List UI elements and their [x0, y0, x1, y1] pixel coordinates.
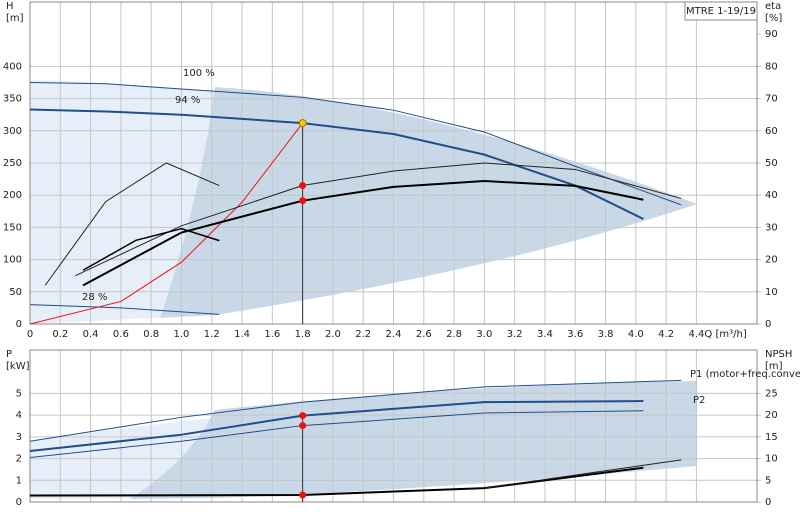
- y-tick-label: 5: [16, 388, 22, 399]
- operating-point: [299, 491, 307, 499]
- x-tick-label: 2.2: [355, 329, 371, 340]
- curve: [29, 304, 220, 315]
- plot-layer: 0 0.2 0.4 0.6 0.8 1.0 1.2 1.4 1.6 1.8 2.0 2.2 2.4 2.6…: [3, 1, 800, 508]
- operating-point: [299, 412, 307, 420]
- annotation: 28 %: [82, 292, 107, 303]
- curve: [82, 180, 644, 287]
- y-tick-label: 4: [16, 410, 22, 421]
- curve: [29, 108, 644, 220]
- y2-tick-label: 50: [765, 158, 778, 169]
- y2-tick-label: 5: [765, 475, 771, 486]
- y-tick-label: 2: [16, 454, 22, 465]
- y2-axis-label: eta: [765, 1, 781, 12]
- x-tick-label: 2.0: [325, 329, 341, 340]
- x-tick-label: 0.8: [143, 329, 159, 340]
- x-tick-label: 3.0: [476, 329, 492, 340]
- curve: [484, 459, 682, 489]
- y2-tick-label: 0: [765, 319, 771, 330]
- y2-axis-label: [m]: [765, 361, 783, 372]
- y2-axis-label: [%]: [765, 13, 782, 24]
- x-tick-label: 1.0: [174, 329, 190, 340]
- curve: [29, 466, 644, 497]
- x-tick-label: 2.6: [416, 329, 432, 340]
- plot-frame: [29, 1, 758, 325]
- y-axis-label: [m]: [6, 13, 24, 24]
- y-tick-label: 200: [3, 190, 22, 201]
- operating-point: [299, 182, 307, 190]
- x-tick-label: 0.2: [52, 329, 68, 340]
- y2-tick-label: 70: [765, 94, 778, 105]
- curve: [82, 227, 220, 271]
- operating-point: [299, 197, 307, 205]
- y-axis-label: P: [6, 349, 12, 360]
- y2-tick-label: 15: [765, 432, 778, 443]
- x-tick-label: 1.2: [204, 329, 220, 340]
- x-tick-label: 3.2: [507, 329, 523, 340]
- x-tick-label: 2.8: [446, 329, 462, 340]
- y2-tick-label: 20: [765, 410, 778, 421]
- y2-tick-label: 90: [765, 29, 778, 40]
- x-tick-label: 2.4: [386, 329, 402, 340]
- x-tick-label: 4.2: [658, 329, 674, 340]
- y-tick-label: 3: [16, 432, 22, 443]
- y2-tick-label: 0: [765, 497, 771, 508]
- x-tick-label: 3.6: [567, 329, 583, 340]
- y-tick-label: 400: [3, 61, 22, 72]
- x-tick-label: 1.8: [295, 329, 311, 340]
- y-tick-label: 1: [16, 475, 22, 486]
- annotation: P2: [693, 395, 705, 406]
- x-tick-label: 4.0: [628, 329, 644, 340]
- x-tick-label: 1.6: [264, 329, 280, 340]
- x-tick-label: 0: [27, 329, 33, 340]
- y2-tick-label: 20: [765, 255, 778, 266]
- annotation: P1 (motor+freq.converter): [690, 369, 800, 380]
- x-tick-label: 0.6: [113, 329, 129, 340]
- curve: [75, 162, 682, 277]
- annotation: 100 %: [183, 68, 215, 79]
- curve: [29, 82, 682, 206]
- x-tick-label: 3.8: [598, 329, 614, 340]
- curve: [29, 379, 682, 442]
- chart-title: MTRE 1-19/19: [686, 6, 756, 17]
- operating-point: [298, 119, 307, 128]
- y-tick-label: 0: [16, 497, 22, 508]
- y-tick-label: 250: [3, 158, 22, 169]
- y-axis-label: H: [6, 1, 14, 12]
- annotation: 94 %: [175, 95, 200, 106]
- curve: [29, 122, 304, 325]
- y-tick-label: 150: [3, 222, 22, 233]
- title-box: [684, 1, 758, 21]
- y2-tick-label: 10: [765, 454, 778, 465]
- y-tick-label: 100: [3, 255, 22, 266]
- y2-axis-label: NPSH: [765, 349, 792, 360]
- x-tick-label: 0.4: [83, 329, 99, 340]
- y2-tick-label: 40: [765, 190, 778, 201]
- x-tick-label: 3.4: [537, 329, 553, 340]
- y-tick-label: 50: [9, 287, 22, 298]
- y-tick-label: 0: [16, 319, 22, 330]
- y2-tick-label: 60: [765, 126, 778, 137]
- plot-frame: [29, 349, 758, 503]
- y-tick-label: 300: [3, 126, 22, 137]
- y2-tick-label: 25: [765, 388, 778, 399]
- x-axis-label: Q [m³/h]: [704, 329, 746, 340]
- x-tick-label: 1.4: [234, 329, 250, 340]
- y2-tick-label: 10: [765, 287, 778, 298]
- operating-point: [299, 422, 307, 430]
- y-tick-label: 350: [3, 94, 22, 105]
- y2-tick-label: 80: [765, 61, 778, 72]
- y-axis-label: [kW]: [6, 361, 30, 372]
- y2-tick-label: 30: [765, 222, 778, 233]
- x-tick-label: 4.4: [688, 329, 704, 340]
- curve: [44, 162, 220, 286]
